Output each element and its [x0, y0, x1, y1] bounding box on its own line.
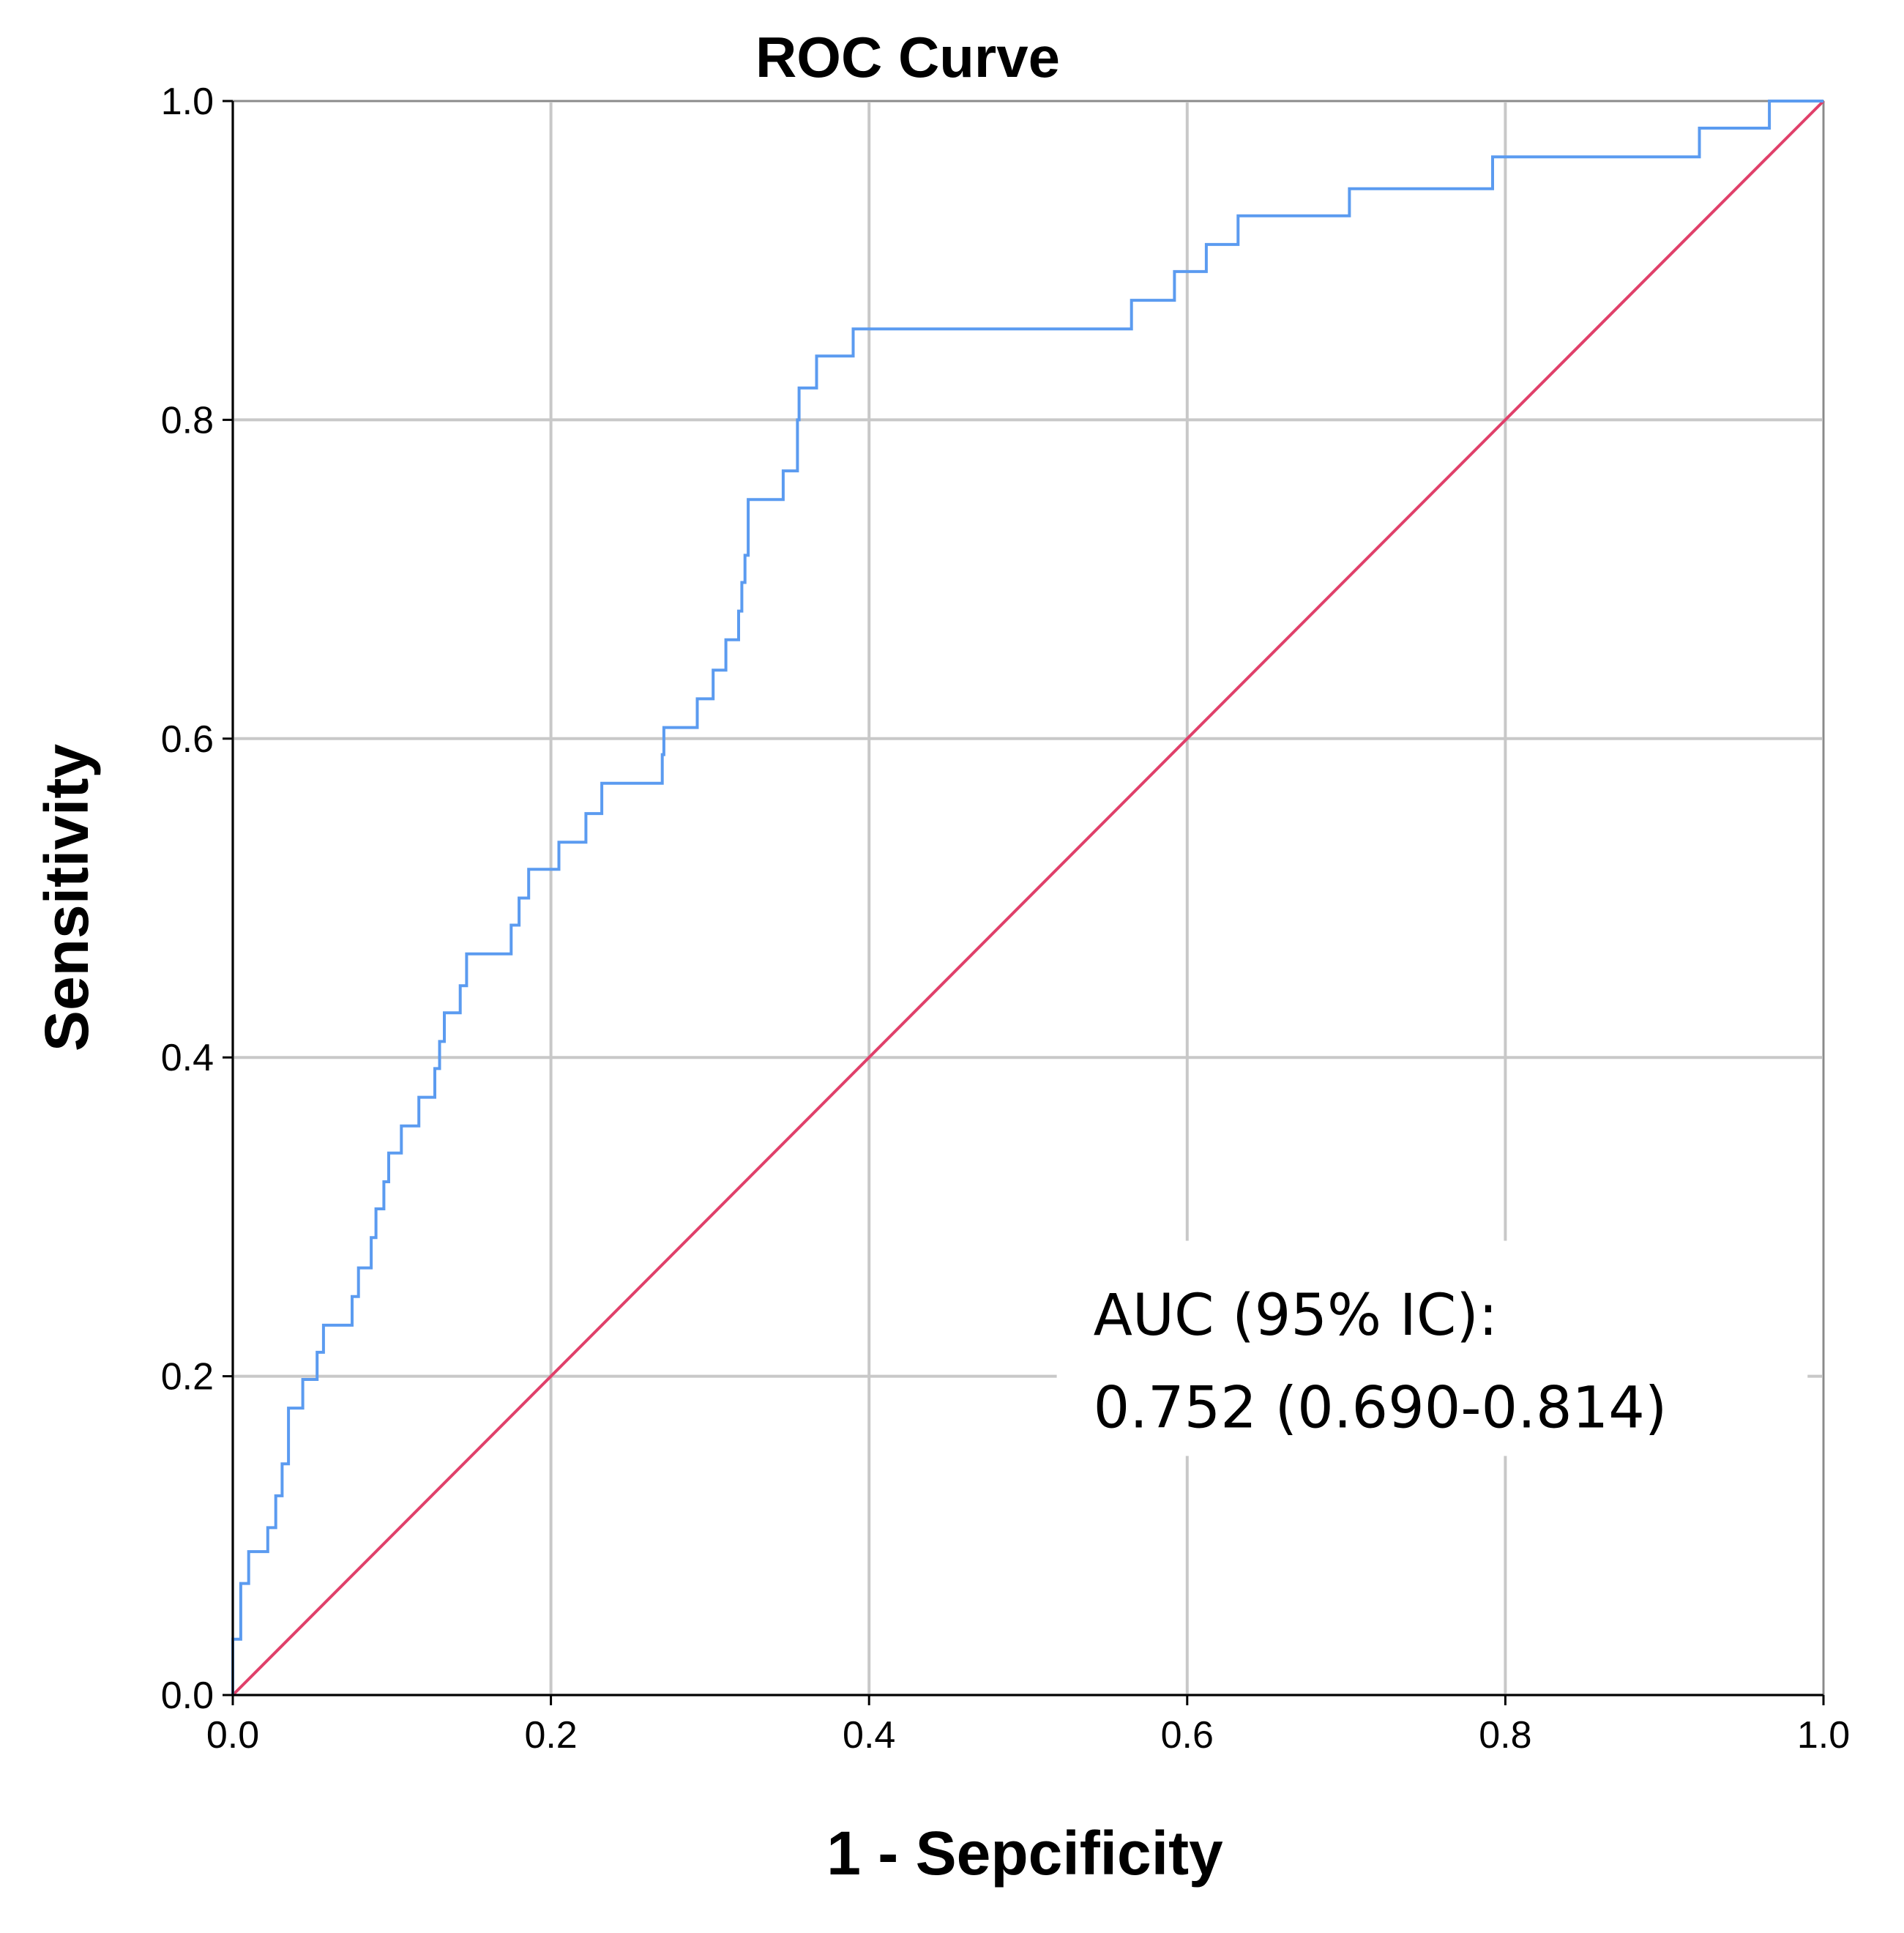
- roc-curve-line: [231, 100, 1823, 1695]
- y-tick-label: 0.8: [161, 399, 214, 442]
- y-tick-label: 0.2: [161, 1356, 214, 1398]
- x-tick-label: 1.0: [1797, 1714, 1850, 1757]
- auc-label: AUC (95% IC):: [1094, 1283, 1498, 1349]
- annotation-background: [1056, 1240, 1808, 1456]
- chart-title: ROC Curve: [755, 25, 1060, 89]
- auc-annotation: AUC (95% IC): 0.752 (0.690-0.814): [1056, 1240, 1808, 1456]
- series-layer: [231, 100, 1825, 1697]
- axes: 0.0 0.2 0.4 0.6 0.8 1.0 0.0 0.2 0.4 0.6 0.8 1.0: [161, 81, 1850, 1757]
- x-tick-label: 0.8: [1479, 1714, 1531, 1757]
- x-tick-label: 0.0: [206, 1714, 259, 1757]
- y-tick-label: 0.6: [161, 718, 214, 761]
- y-axis-label: Sensitivity: [32, 744, 101, 1051]
- y-tick-label: 0.0: [161, 1675, 214, 1717]
- x-axis-label: 1 - Sepcificity: [826, 1819, 1223, 1888]
- gridlines: [231, 100, 1825, 1697]
- y-tick-label: 0.4: [161, 1037, 214, 1079]
- reference-diagonal-line: [231, 100, 1825, 1697]
- y-tick-label: 1.0: [161, 81, 214, 123]
- auc-value: 0.752 (0.690-0.814): [1094, 1375, 1668, 1441]
- x-tick-label: 0.4: [843, 1714, 895, 1757]
- x-tick-label: 0.6: [1161, 1714, 1214, 1757]
- x-tick-label: 0.2: [524, 1714, 577, 1757]
